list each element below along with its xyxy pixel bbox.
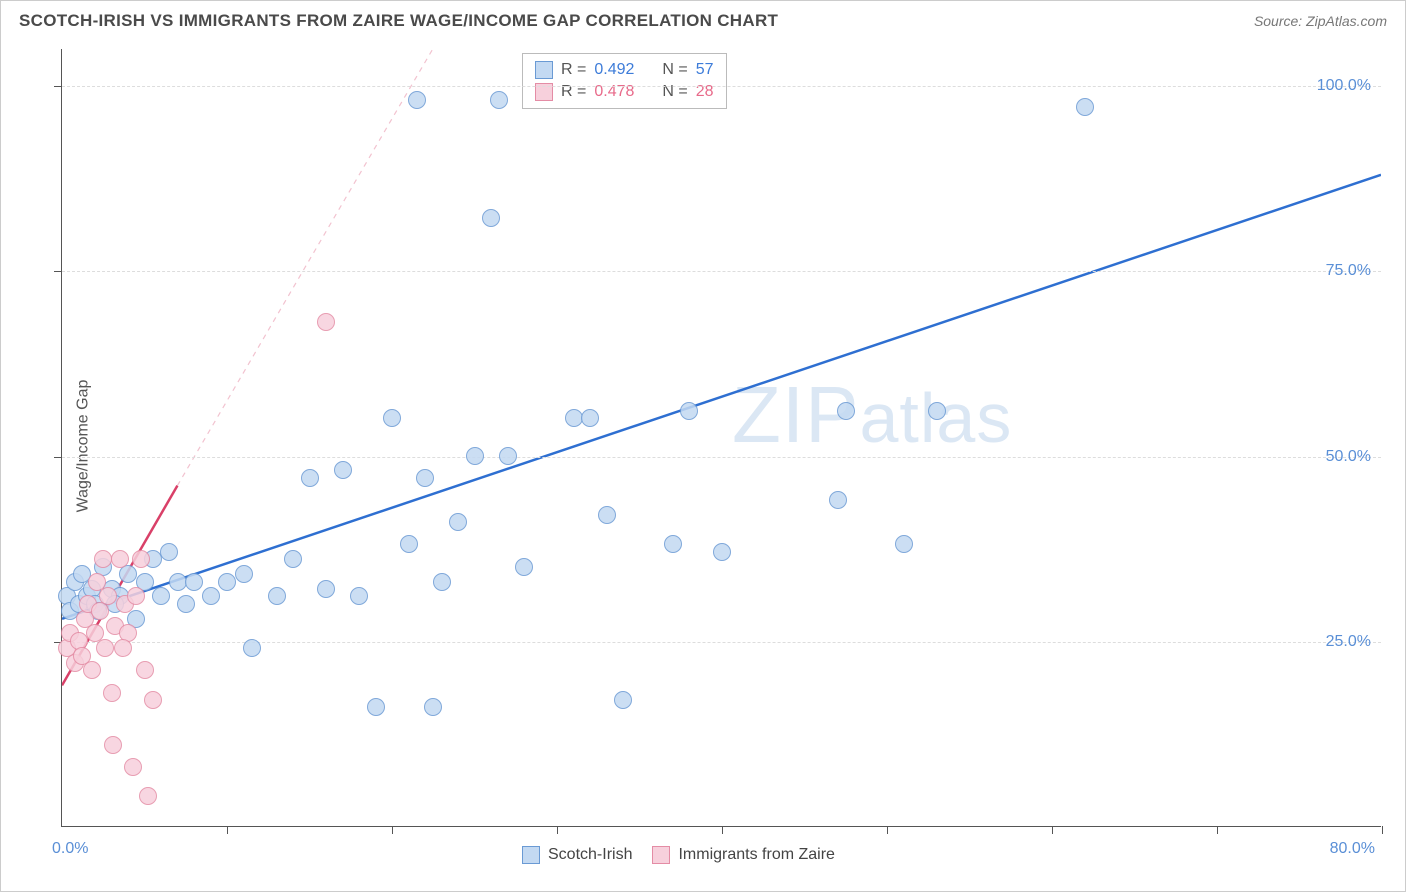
legend-swatch [652,846,670,864]
data-point-scotch_irish [829,491,847,509]
data-point-scotch_irish [433,573,451,591]
legend-item-scotch_irish: Scotch-Irish [522,846,632,864]
data-point-scotch_irish [581,409,599,427]
data-point-scotch_irish [169,573,187,591]
data-point-scotch_irish [383,409,401,427]
data-point-scotch_irish [177,595,195,613]
data-point-scotch_irish [235,565,253,583]
data-point-zaire [111,550,129,568]
data-point-zaire [136,661,154,679]
data-point-zaire [103,684,121,702]
data-point-zaire [94,550,112,568]
chart-title: SCOTCH-IRISH VS IMMIGRANTS FROM ZAIRE WA… [19,11,778,31]
chart-source: Source: ZipAtlas.com [1254,13,1387,29]
x-tick [887,826,888,834]
data-point-scotch_irish [928,402,946,420]
trend-lines-svg [62,49,1381,826]
y-tick-label: 25.0% [1326,633,1371,651]
x-tick [1217,826,1218,834]
y-tick-label: 75.0% [1326,262,1371,280]
legend-item-zaire: Immigrants from Zaire [652,846,834,864]
legend-n-label: N = [662,61,687,79]
data-point-scotch_irish [367,698,385,716]
data-point-scotch_irish [680,402,698,420]
data-point-scotch_irish [317,580,335,598]
data-point-scotch_irish [185,573,203,591]
legend-series-label: Scotch-Irish [548,846,632,864]
data-point-scotch_irish [301,469,319,487]
y-tick [54,86,62,87]
y-tick-label: 100.0% [1317,77,1371,95]
data-point-zaire [96,639,114,657]
x-end-label: 80.0% [1330,840,1375,858]
x-tick [722,826,723,834]
gridline-h [62,642,1381,643]
data-point-scotch_irish [408,91,426,109]
watermark: ZIPatlas [732,369,1012,461]
data-point-scotch_irish [837,402,855,420]
x-origin-label: 0.0% [52,840,88,858]
data-point-zaire [124,758,142,776]
data-point-scotch_irish [598,506,616,524]
data-point-scotch_irish [499,447,517,465]
legend-r-value: 0.492 [594,61,634,79]
gridline-h [62,86,1381,87]
data-point-scotch_irish [490,91,508,109]
data-point-scotch_irish [160,543,178,561]
data-point-scotch_irish [243,639,261,657]
legend-swatch [522,846,540,864]
data-point-zaire [104,736,122,754]
correlation-legend: R = 0.492 N = 57 R =0.478N =28 [522,53,727,109]
data-point-scotch_irish [482,209,500,227]
data-point-scotch_irish [152,587,170,605]
chart-container: SCOTCH-IRISH VS IMMIGRANTS FROM ZAIRE WA… [0,0,1406,892]
data-point-scotch_irish [268,587,286,605]
data-point-zaire [114,639,132,657]
data-point-scotch_irish [565,409,583,427]
data-point-scotch_irish [350,587,368,605]
data-point-scotch_irish [466,447,484,465]
chart-header: SCOTCH-IRISH VS IMMIGRANTS FROM ZAIRE WA… [1,1,1405,37]
data-point-scotch_irish [515,558,533,576]
x-tick [392,826,393,834]
plot-area: ZIPatlas R =0.492N =57R =0.478N =28 Scot… [61,49,1381,827]
y-tick [54,271,62,272]
legend-row-zaire: R =0.478N =28 [535,81,714,103]
data-point-scotch_irish [895,535,913,553]
data-point-zaire [139,787,157,805]
data-point-zaire [132,550,150,568]
legend-row-scotch_irish: R = 0.492 N = 57 [535,59,714,81]
gridline-h [62,457,1381,458]
y-tick-label: 50.0% [1326,448,1371,466]
data-point-scotch_irish [202,587,220,605]
x-tick [227,826,228,834]
legend-n-value: 57 [696,61,714,79]
data-point-scotch_irish [424,698,442,716]
data-point-scotch_irish [449,513,467,531]
y-tick [54,457,62,458]
x-tick [557,826,558,834]
data-point-scotch_irish [1076,98,1094,116]
data-point-zaire [317,313,335,331]
data-point-scotch_irish [400,535,418,553]
data-point-zaire [99,587,117,605]
data-point-zaire [127,587,145,605]
x-tick [1052,826,1053,834]
legend-r-label: R = [561,61,586,79]
x-tick [1382,826,1383,834]
data-point-scotch_irish [218,573,236,591]
legend-swatch [535,61,553,79]
legend-series-label: Immigrants from Zaire [678,846,834,864]
data-point-zaire [83,661,101,679]
data-point-scotch_irish [416,469,434,487]
data-point-scotch_irish [284,550,302,568]
data-point-scotch_irish [614,691,632,709]
data-point-scotch_irish [664,535,682,553]
gridline-h [62,271,1381,272]
data-point-zaire [144,691,162,709]
data-point-scotch_irish [334,461,352,479]
series-legend: Scotch-Irish Immigrants from Zaire [522,846,835,864]
data-point-scotch_irish [713,543,731,561]
